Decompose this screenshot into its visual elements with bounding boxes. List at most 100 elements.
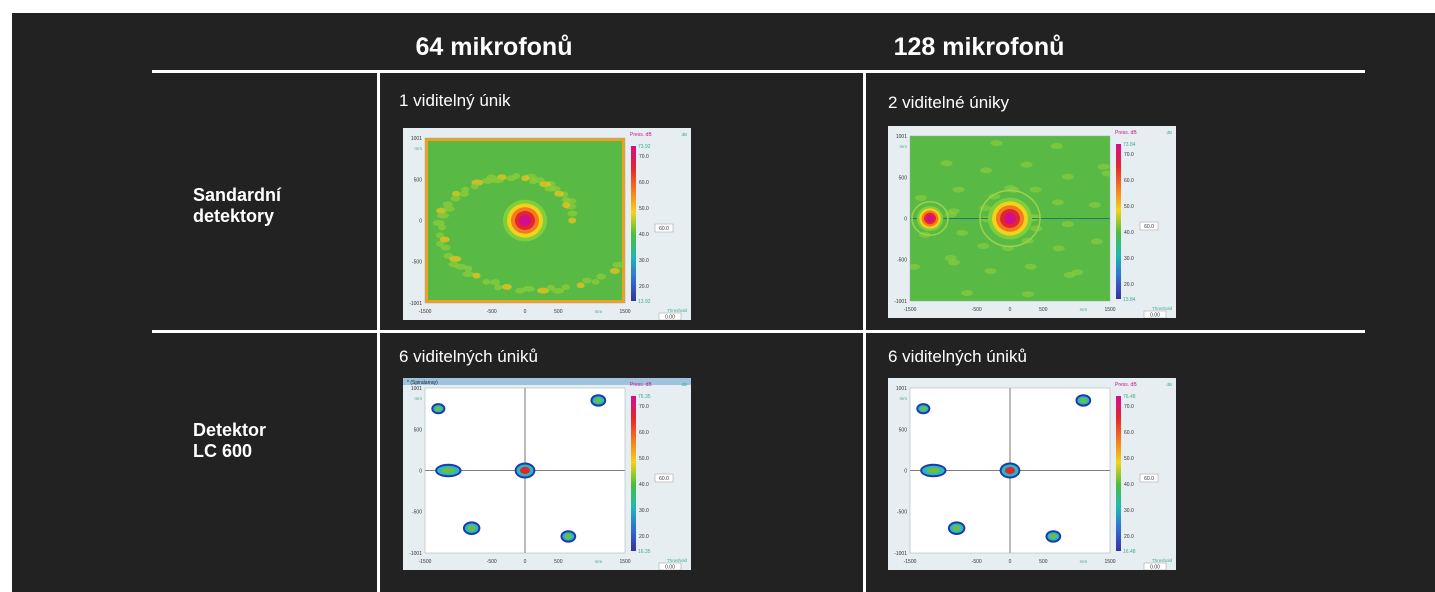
y-tick-label: -1001 bbox=[409, 301, 422, 307]
acoustic-map-128-standard: 1001 500 0 -500 -1001 mm -1500 -500 0 500 1500 mm Pr… bbox=[888, 126, 1176, 318]
threshold-box bbox=[658, 312, 682, 320]
leak-source-core bbox=[435, 406, 442, 411]
threshold-label: Threshold bbox=[1152, 306, 1173, 311]
noise-speckle bbox=[1097, 163, 1110, 170]
colorbar-max-label: 76.48 bbox=[1123, 394, 1136, 400]
noise-speckle bbox=[552, 287, 565, 294]
colorbar-min-label: 16.48 bbox=[1123, 549, 1136, 555]
colorbar-title: Press. dB bbox=[630, 132, 652, 138]
y-tick-label: 500 bbox=[414, 427, 423, 433]
y-unit-label: mm bbox=[900, 144, 908, 149]
right-unit-label: dB bbox=[1166, 130, 1172, 135]
y-tick-label: 0 bbox=[904, 217, 907, 223]
x-tick-label: 0 bbox=[524, 559, 527, 565]
noise-speckle bbox=[596, 273, 607, 280]
row-header-standard: Sandardní detektory bbox=[193, 185, 281, 227]
x-unit-label: mm bbox=[1080, 307, 1088, 312]
threshold-box bbox=[658, 562, 682, 570]
noise-speckle bbox=[439, 236, 450, 243]
y-tick-label: -1001 bbox=[894, 551, 907, 557]
x-tick-label: -1500 bbox=[904, 307, 917, 313]
y-tick-label: 1001 bbox=[411, 136, 422, 142]
colorbar-tick-label: 40.0 bbox=[639, 232, 649, 238]
colorbar bbox=[631, 396, 636, 551]
x-tick-label: -1500 bbox=[419, 309, 432, 315]
noise-speckle bbox=[561, 284, 570, 291]
colorbar-tick-label: 60.0 bbox=[1124, 178, 1134, 184]
x-tick-label: -500 bbox=[972, 307, 982, 313]
x-tick-label: 0 bbox=[1009, 307, 1012, 313]
colorbar-tick-label: 20.0 bbox=[639, 284, 649, 290]
map-area bbox=[910, 388, 1110, 553]
x-unit-label: mm bbox=[595, 309, 603, 314]
noise-speckle bbox=[1029, 186, 1042, 193]
colorbar-tick-label: 30.0 bbox=[1124, 508, 1134, 514]
marker-value: 60.0 bbox=[659, 476, 669, 482]
x-tick-label: -500 bbox=[972, 559, 982, 565]
noise-speckle bbox=[1021, 291, 1034, 298]
leak-source-core bbox=[952, 525, 961, 532]
colorbar-tick-label: 20.0 bbox=[1124, 282, 1134, 288]
y-tick-label: -500 bbox=[897, 510, 907, 516]
colorbar-tick-label: 50.0 bbox=[1124, 204, 1134, 210]
marker-box bbox=[1139, 221, 1159, 231]
cell-caption: 1 viditelný únik bbox=[399, 91, 511, 110]
threshold-label: Threshold bbox=[667, 308, 688, 313]
noise-speckle bbox=[554, 190, 565, 197]
threshold-value: 0.00 bbox=[665, 315, 675, 321]
noise-speckle bbox=[1071, 269, 1084, 276]
column-header-128: 128 mikrofonů bbox=[893, 33, 1065, 61]
marker-value: 60.0 bbox=[659, 226, 669, 232]
x-tick-label: 500 bbox=[1039, 559, 1048, 565]
threshold-value: 0.00 bbox=[665, 565, 675, 571]
leak-ripple bbox=[911, 200, 949, 237]
row-divider bbox=[152, 330, 1365, 333]
noise-speckle bbox=[568, 217, 577, 224]
noise-speckle bbox=[544, 185, 557, 192]
row-header-line: LC 600 bbox=[193, 441, 253, 461]
x-tick-label: 1500 bbox=[1104, 559, 1115, 565]
y-tick-label: 1001 bbox=[411, 386, 422, 392]
noise-speckle bbox=[490, 279, 501, 286]
colorbar-title: Press. dB bbox=[630, 382, 652, 388]
noise-speckle bbox=[529, 178, 538, 185]
noise-speckle bbox=[1101, 170, 1110, 177]
noise-speckle bbox=[562, 201, 571, 208]
leak-source-ring bbox=[1004, 212, 1016, 225]
cell-caption: 6 viditelných úniků bbox=[888, 347, 1027, 366]
noise-speckle bbox=[1052, 245, 1065, 252]
cell-caption: 2 viditelné úniky bbox=[888, 93, 1009, 112]
colorbar-title: Press. dB bbox=[1115, 130, 1137, 136]
colorbar-tick-label: 20.0 bbox=[1124, 534, 1134, 540]
x-unit-label: mm bbox=[1080, 559, 1088, 564]
noise-speckle bbox=[1088, 201, 1101, 208]
noise-speckle bbox=[442, 201, 453, 208]
leak-source-core bbox=[564, 533, 572, 539]
colorbar-tick-label: 50.0 bbox=[639, 456, 649, 462]
y-tick-label: 1001 bbox=[896, 386, 907, 392]
noise-speckle bbox=[452, 190, 461, 197]
leak-source-core bbox=[1004, 466, 1016, 475]
noise-speckle bbox=[567, 210, 578, 217]
noise-speckle bbox=[914, 194, 927, 201]
y-unit-label: mm bbox=[415, 396, 423, 401]
colorbar-tick-label: 50.0 bbox=[639, 206, 649, 212]
colorbar bbox=[631, 146, 636, 301]
y-unit-label: mm bbox=[900, 396, 908, 401]
colorbar bbox=[1116, 144, 1121, 299]
x-tick-label: 0 bbox=[524, 309, 527, 315]
colorbar-min-label: 16.35 bbox=[638, 549, 651, 555]
noise-speckle bbox=[980, 167, 993, 174]
plot-border bbox=[424, 387, 626, 554]
map-area bbox=[425, 388, 625, 553]
colorbar-tick-label: 60.0 bbox=[639, 430, 649, 436]
plot-border bbox=[909, 135, 1111, 302]
map-titlebar bbox=[403, 378, 691, 385]
noise-speckle bbox=[464, 265, 473, 272]
noise-speckle bbox=[940, 160, 953, 167]
noise-speckle bbox=[990, 140, 1003, 147]
map-area bbox=[425, 138, 625, 303]
header-divider bbox=[152, 70, 1365, 73]
noise-speckle bbox=[481, 177, 494, 184]
colorbar-tick-label: 40.0 bbox=[1124, 482, 1134, 488]
